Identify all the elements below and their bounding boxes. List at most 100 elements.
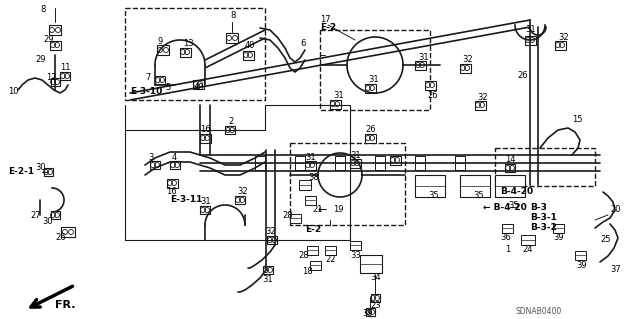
Bar xyxy=(243,51,254,60)
Text: 32: 32 xyxy=(462,56,472,64)
Text: 38: 38 xyxy=(308,174,319,182)
Bar xyxy=(150,161,160,169)
Bar xyxy=(460,175,490,197)
Bar xyxy=(360,255,382,273)
Bar xyxy=(460,64,471,73)
Text: 3: 3 xyxy=(148,152,154,161)
Bar xyxy=(295,156,305,170)
Bar xyxy=(60,72,70,80)
Bar xyxy=(555,41,566,50)
Text: 7: 7 xyxy=(145,73,150,83)
Text: 31: 31 xyxy=(525,26,536,34)
Text: E-2: E-2 xyxy=(305,226,321,234)
Text: 15: 15 xyxy=(572,115,582,124)
Bar xyxy=(155,76,165,84)
Bar xyxy=(525,36,536,45)
Bar xyxy=(225,126,235,134)
Text: SDNAB0400: SDNAB0400 xyxy=(515,308,561,316)
Bar xyxy=(180,48,191,57)
Text: 8: 8 xyxy=(230,11,236,20)
Text: 23: 23 xyxy=(370,301,381,310)
Text: 26: 26 xyxy=(55,234,66,242)
Text: 37: 37 xyxy=(610,265,621,275)
Text: FR.: FR. xyxy=(55,300,76,310)
Text: 6: 6 xyxy=(300,40,305,48)
Bar xyxy=(44,168,53,176)
Text: 26: 26 xyxy=(427,91,438,100)
Text: 22: 22 xyxy=(325,256,335,264)
Text: 31: 31 xyxy=(350,151,360,160)
Bar xyxy=(475,101,486,110)
Bar xyxy=(495,175,525,197)
Text: 30: 30 xyxy=(35,164,45,173)
Text: 27: 27 xyxy=(30,211,40,219)
Bar xyxy=(51,78,60,86)
Text: 35: 35 xyxy=(508,201,518,210)
Text: 36: 36 xyxy=(500,234,511,242)
Text: 35: 35 xyxy=(428,190,438,199)
Text: 1: 1 xyxy=(505,246,510,255)
Bar xyxy=(415,61,426,70)
Bar xyxy=(521,235,535,245)
Text: 2: 2 xyxy=(228,117,233,127)
Text: 29: 29 xyxy=(35,56,45,64)
Text: 8: 8 xyxy=(40,5,45,14)
Bar xyxy=(305,161,316,170)
Bar xyxy=(263,266,273,274)
Bar xyxy=(335,156,345,170)
Bar xyxy=(415,175,445,197)
Bar xyxy=(193,80,204,89)
Text: 26: 26 xyxy=(365,125,376,135)
Bar xyxy=(290,214,301,223)
Bar xyxy=(330,100,341,109)
Text: 31: 31 xyxy=(262,276,273,285)
Text: ←: ← xyxy=(318,205,328,215)
Text: B-3-1: B-3-1 xyxy=(530,213,557,222)
Text: 28: 28 xyxy=(282,211,292,219)
Bar xyxy=(125,8,265,100)
Bar xyxy=(255,156,265,170)
Bar xyxy=(167,179,178,188)
Text: B-3-2: B-3-2 xyxy=(530,224,557,233)
Text: 39: 39 xyxy=(362,309,372,318)
Text: 40: 40 xyxy=(194,84,205,93)
Bar xyxy=(365,134,376,143)
Text: 34: 34 xyxy=(370,272,381,281)
Text: 30: 30 xyxy=(42,218,52,226)
Text: 35: 35 xyxy=(473,190,484,199)
Text: B-3: B-3 xyxy=(530,204,547,212)
Text: 20: 20 xyxy=(610,205,621,214)
Bar xyxy=(366,308,375,316)
Text: 32: 32 xyxy=(558,33,568,42)
Bar xyxy=(455,156,465,170)
Bar xyxy=(415,156,425,170)
Text: 10: 10 xyxy=(8,87,19,97)
Bar xyxy=(505,164,515,172)
Text: E-2: E-2 xyxy=(320,24,336,33)
Bar xyxy=(157,45,169,55)
Text: 33: 33 xyxy=(350,250,361,259)
Text: ← B-4-20: ← B-4-20 xyxy=(483,204,527,212)
Text: 31: 31 xyxy=(418,53,429,62)
Text: 40: 40 xyxy=(245,41,255,50)
Bar xyxy=(200,206,210,214)
Text: 13: 13 xyxy=(183,40,194,48)
Bar xyxy=(307,246,318,255)
Text: 31: 31 xyxy=(305,152,316,161)
Text: 9: 9 xyxy=(157,38,163,47)
Bar xyxy=(350,241,361,250)
Text: 39: 39 xyxy=(553,234,564,242)
Bar xyxy=(49,25,61,35)
Text: E-3-10: E-3-10 xyxy=(130,87,163,97)
Text: 32: 32 xyxy=(237,188,248,197)
Text: E-2-1: E-2-1 xyxy=(8,167,34,176)
Bar xyxy=(375,156,385,170)
Text: 26: 26 xyxy=(517,70,527,79)
Bar xyxy=(61,227,75,237)
Text: 31: 31 xyxy=(200,197,211,206)
Text: 31: 31 xyxy=(368,76,379,85)
Text: 14: 14 xyxy=(505,155,515,165)
Bar xyxy=(299,180,311,190)
Bar xyxy=(553,224,564,233)
Text: 11: 11 xyxy=(60,63,70,72)
